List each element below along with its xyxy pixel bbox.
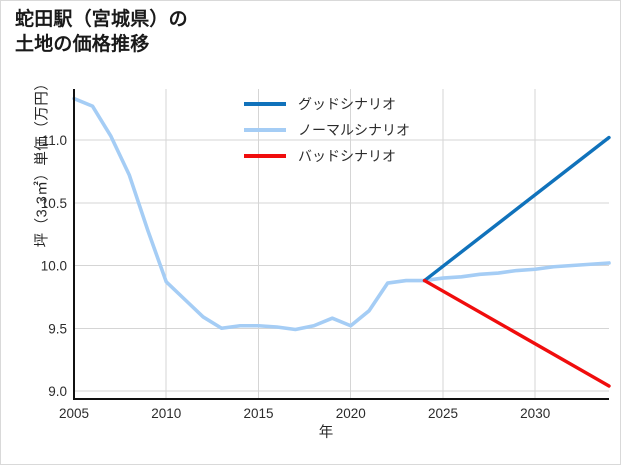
x-axis-label: 年 xyxy=(318,425,334,441)
axis-tick-labels: 9.0 9.5 10.0 10.5 11.0 2005 2010 2015 2020 2025 20… xyxy=(41,133,551,421)
x-tick-label: 2015 xyxy=(243,406,273,421)
y-tick-label: 10.0 xyxy=(41,259,67,274)
data-series-layer xyxy=(72,96,611,388)
axis-spines xyxy=(73,89,609,400)
x-tick-label: 2025 xyxy=(428,406,458,421)
page-title: 蛇田駅（宮城県）の 土地の価格推移 xyxy=(15,9,188,56)
x-tick-label: 2030 xyxy=(520,406,550,421)
series-line-bad xyxy=(422,278,611,388)
x-tick-label: 2010 xyxy=(151,406,181,421)
x-tick-label: 2020 xyxy=(336,406,366,421)
legend-label: ノーマルシナリオ xyxy=(298,122,410,138)
y-tick-label: 9.0 xyxy=(48,384,67,399)
series-line-normal xyxy=(72,96,611,332)
y-tick-label: 9.5 xyxy=(48,321,67,336)
series-line-good xyxy=(422,135,611,283)
y-tick-label: 11.0 xyxy=(42,133,67,148)
x-tick-label: 2005 xyxy=(59,406,89,421)
y-tick-label: 10.5 xyxy=(41,196,67,211)
legend-label: バッドシナリオ xyxy=(298,148,396,164)
legend-label: グッドシナリオ xyxy=(298,96,396,112)
